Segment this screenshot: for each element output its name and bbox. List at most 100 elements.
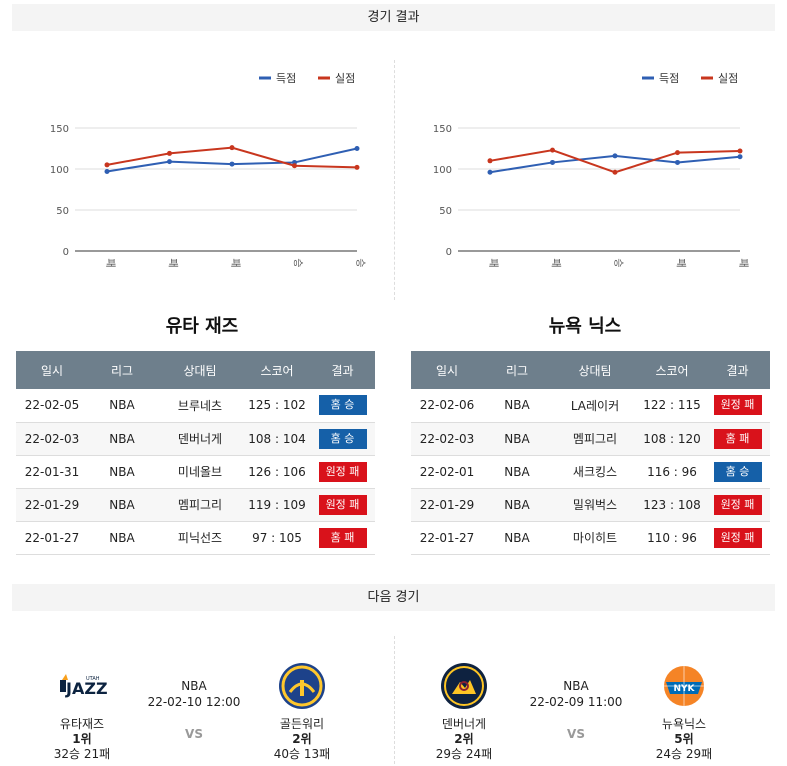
y-tick-label: 100 [433,165,452,176]
legend-label: 실점 [718,72,738,85]
cell-date: 22-01-31 [16,455,88,489]
cell-opponent: 미네올브 [156,455,244,489]
cell-date: 22-02-03 [411,422,483,456]
vs-label: VS [185,727,203,741]
y-tick-label: 50 [439,206,452,217]
table-header-row: 일시 리그 상대팀 스코어 결과 [16,351,375,389]
data-point [354,164,360,170]
cell-result: 원정 패 [705,521,770,555]
cell-opponent: 멤피그리 [551,422,639,456]
team-record: 29승 24패 [435,747,493,761]
cell-date: 22-02-01 [411,455,483,489]
header-opponent: 상대팀 [551,351,639,389]
data-point [354,146,360,151]
legend-label: 실점 [335,72,355,85]
data-point [229,145,235,151]
data-point [229,161,235,167]
header-league: 리그 [88,351,156,389]
y-tick-label: 150 [50,124,69,135]
table-row: 22-01-31 NBA 미네올브 126 : 106 원정 패 [16,455,375,489]
cell-opponent: LA레이커 [551,389,639,423]
results-section-title: 경기 결과 [12,4,775,31]
result-badge: 홈 패 [318,527,367,548]
cell-result: 원정 패 [705,488,770,522]
data-point [737,154,743,160]
chart-divider [394,60,395,300]
next-game-1: JAZZ UTAH 유타재즈 1위 32승 21패 NBA 22-02-10 1… [22,650,382,762]
cell-league: NBA [483,488,551,522]
table-row: 22-02-01 NBA 새크킹스 116 : 96 홈 승 [411,455,770,489]
cell-score: 123 : 108 [639,488,705,522]
team-rank: 2위 [454,732,474,746]
y-tick-label: 50 [56,206,69,217]
y-tick-label: 0 [63,247,69,258]
next-game-2-home-team[interactable]: 덴버너게 2위 29승 24패 [414,660,514,762]
team-rank: 5위 [674,732,694,746]
y-tick-label: 150 [433,124,452,135]
header-result: 결과 [705,351,770,389]
cell-score: 108 : 104 [244,422,310,456]
header-opponent: 상대팀 [156,351,244,389]
data-point [612,169,618,175]
cell-opponent: 브루네츠 [156,389,244,423]
table-row: 22-02-06 NBA LA레이커 122 : 115 원정 패 [411,389,770,423]
cell-score: 108 : 120 [639,422,705,456]
cell-result: 홈 승 [310,389,375,423]
data-point [167,159,172,165]
golden-state-warriors-logo-icon [276,660,328,712]
game-datetime: 22-02-10 12:00 [147,695,241,709]
result-badge: 홈 패 [713,428,762,449]
header-date: 일시 [411,351,483,389]
right-results-table: 일시 리그 상대팀 스코어 결과 22-02-06 NBA LA레이커 122 : 1… [411,351,770,555]
table-row: 22-02-03 NBA 덴버너게 108 : 104 홈 승 [16,422,375,456]
cell-score: 97 : 105 [244,521,310,555]
team-record: 40승 13패 [273,747,331,761]
legend-label: 득점 [276,72,296,85]
cell-opponent: 멤피그리 [156,488,244,522]
result-badge: 홈 승 [318,395,367,416]
cell-result: 원정 패 [705,389,770,423]
cell-result: 홈 패 [310,521,375,555]
denver-nuggets-logo-icon [438,660,490,712]
cell-league: NBA [88,488,156,522]
data-point [675,159,680,165]
data-point [487,169,493,175]
x-tick-label: 패 [675,258,687,267]
team-name: 뉴욕닉스 [661,717,707,731]
left-team-score-chart: 0 50 100 150 패 패 패 승 승 득점 실점 [50,72,366,268]
data-point [104,168,110,174]
table-row: 22-02-05 NBA 브루네츠 125 : 102 홈 승 [16,389,375,423]
cell-league: NBA [483,389,551,423]
team-rank: 2위 [292,732,312,746]
cell-date: 22-01-27 [411,521,483,555]
left-results-table: 일시 리그 상대팀 스코어 결과 22-02-05 NBA 브루네츠 125 : 10… [16,351,375,555]
next-game-1-away-team[interactable]: 골든워리 2위 40승 13패 [252,660,352,762]
next-game-2-away-team[interactable]: NYK 뉴욕닉스 5위 24승 29패 [634,660,734,762]
result-badge: 원정 패 [713,527,762,548]
y-tick-label: 0 [446,247,452,258]
data-point [292,163,297,169]
data-point [737,148,743,154]
data-point [167,150,172,156]
result-badge: 홈 승 [713,461,762,482]
next-game-1-home-team[interactable]: JAZZ UTAH 유타재즈 1위 32승 21패 [32,660,132,762]
cell-date: 22-01-27 [16,521,88,555]
cell-score: 125 : 102 [244,389,310,423]
cell-date: 22-01-29 [16,488,88,522]
cell-league: NBA [88,389,156,423]
cell-league: NBA [88,422,156,456]
data-point [675,150,680,156]
cell-result: 홈 패 [705,422,770,456]
table-row: 22-01-27 NBA 마이히트 110 : 96 원정 패 [411,521,770,555]
cell-opponent: 덴버너게 [156,422,244,456]
cell-result: 홈 승 [310,422,375,456]
data-point [612,153,618,159]
cell-result: 홈 승 [705,455,770,489]
data-point [487,158,493,164]
result-badge: 원정 패 [713,395,762,416]
new-york-knicks-logo-icon: NYK [658,660,710,712]
table-row: 22-01-29 NBA 멤피그리 119 : 109 원정 패 [16,488,375,522]
x-tick-label: 패 [104,258,116,267]
x-tick-label: 패 [229,258,241,267]
svg-text:JAZZ: JAZZ [65,679,108,698]
